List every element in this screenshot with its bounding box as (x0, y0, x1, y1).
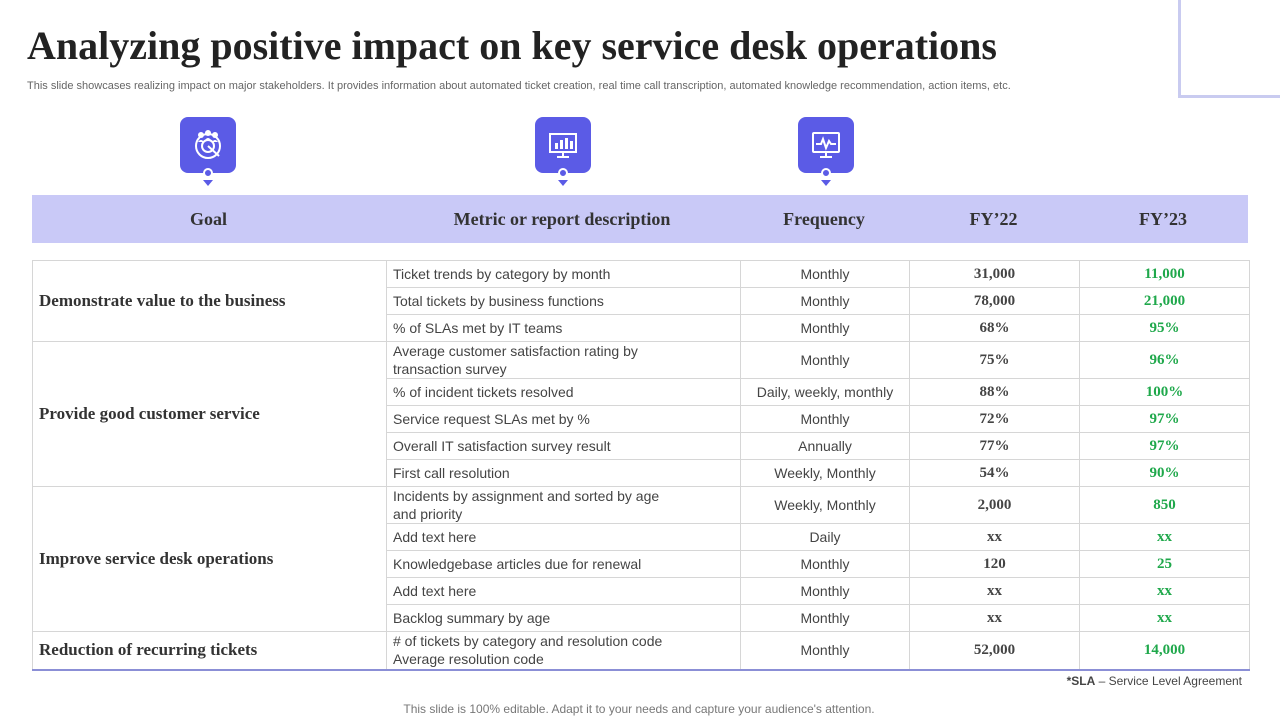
fy22-cell: xx (909, 577, 1080, 605)
metric-cell: First call resolution (386, 459, 741, 487)
table-row: % of incident tickets resolved Daily, we… (33, 378, 1250, 406)
metric-cell: % of incident tickets resolved (386, 378, 741, 406)
goal-column-marker (180, 117, 236, 187)
metric-cell: Backlog summary by age (386, 604, 741, 632)
metric-cell: Ticket trends by category by month (386, 260, 741, 288)
frequency-cell: Weekly, Monthly (740, 459, 910, 487)
footnote-abbr: *SLA (1066, 674, 1096, 688)
monitor-analytics-icon (798, 117, 854, 173)
fy22-cell: 52,000 (909, 631, 1080, 670)
header-frequency: Frequency (783, 209, 865, 229)
team-target-icon (180, 117, 236, 173)
frequency-cell: Monthly (740, 341, 910, 379)
sla-footnote: *SLA – Service Level Agreement (1067, 674, 1242, 688)
frequency-column-marker (798, 117, 854, 187)
fy23-cell: 97% (1079, 405, 1250, 433)
metric-text: Incidents by assignment and sorted by ag… (393, 488, 660, 522)
frequency-cell: Monthly (740, 314, 910, 342)
metric-cell: Knowledgebase articles due for renewal (386, 550, 741, 578)
metric-cell: Service request SLAs met by % (386, 405, 741, 433)
table-row: % of SLAs met by IT teams Monthly 68% 95… (33, 314, 1250, 342)
fy22-cell: 75% (909, 341, 1080, 379)
fy23-cell: 850 (1079, 486, 1250, 524)
metric-cell: Average customer satisfaction rating by … (386, 341, 741, 379)
footnote-definition: – Service Level Agreement (1095, 674, 1242, 688)
fy22-cell: 120 (909, 550, 1080, 578)
goal-cell: Provide good customer service (32, 341, 387, 487)
header-fy23: FY’23 (1139, 209, 1187, 229)
table-row: Service request SLAs met by % Monthly 72… (33, 405, 1250, 433)
frequency-cell: Daily (740, 523, 910, 551)
metric-cell: Incidents by assignment and sorted by ag… (386, 486, 741, 524)
frequency-cell: Monthly (740, 631, 910, 670)
fy23-cell: 14,000 (1079, 631, 1250, 670)
table-row: Demonstrate value to the business Ticket… (32, 260, 1250, 342)
slide-footer: This slide is 100% editable. Adapt it to… (403, 702, 875, 716)
fy23-cell: 96% (1079, 341, 1250, 379)
metric-text: Average customer satisfaction rating by … (393, 343, 638, 377)
fy22-cell: 72% (909, 405, 1080, 433)
metric-cell: Overall IT satisfaction survey result (386, 432, 741, 460)
frequency-cell: Monthly (740, 577, 910, 605)
frequency-cell: Monthly (740, 405, 910, 433)
frequency-cell: Daily, weekly, monthly (740, 378, 910, 406)
fy22-cell: 78,000 (909, 287, 1080, 315)
header-fy22: FY’22 (969, 209, 1018, 229)
fy23-cell: 25 (1079, 550, 1250, 578)
fy23-cell: xx (1079, 604, 1250, 632)
page-subtitle: This slide showcases realizing impact on… (27, 80, 1011, 92)
fy22-cell: 54% (909, 459, 1080, 487)
page-title: Analyzing positive impact on key service… (27, 23, 997, 68)
fy23-cell: 21,000 (1079, 287, 1250, 315)
table-row: Add text here Daily xx xx (33, 523, 1250, 551)
table-row: Add text here Monthly xx xx (33, 577, 1250, 605)
fy22-cell: 31,000 (909, 260, 1080, 288)
fy22-cell: xx (909, 523, 1080, 551)
header-metric: Metric or report description (453, 209, 671, 229)
table-row: Provide good customer service Average cu… (32, 341, 1250, 487)
fy22-cell: 68% (909, 314, 1080, 342)
metric-cell: Total tickets by business functions (386, 287, 741, 315)
header-goal: Goal (189, 209, 227, 229)
table-row: Improve service desk operations Incident… (32, 486, 1250, 632)
fy23-cell: 95% (1079, 314, 1250, 342)
frequency-cell: Annually (740, 432, 910, 460)
metric-cell: Add text here (386, 577, 741, 605)
fy23-cell: 100% (1079, 378, 1250, 406)
metric-cell: Add text here (386, 523, 741, 551)
metric-cell: % of SLAs met by IT teams (386, 314, 741, 342)
fy22-cell: 88% (909, 378, 1080, 406)
fy23-cell: 11,000 (1079, 260, 1250, 288)
fy23-cell: 90% (1079, 459, 1250, 487)
table-header-band: Goal Metric or report description Freque… (32, 195, 1248, 243)
fy23-cell: 97% (1079, 432, 1250, 460)
table-row: Knowledgebase articles due for renewal M… (33, 550, 1250, 578)
frequency-cell: Monthly (740, 260, 910, 288)
metric-column-marker (535, 117, 591, 187)
fy22-cell: 77% (909, 432, 1080, 460)
frequency-cell: Monthly (740, 604, 910, 632)
metrics-table: Demonstrate value to the business Ticket… (32, 260, 1250, 671)
frequency-cell: Weekly, Monthly (740, 486, 910, 524)
fy23-cell: xx (1079, 577, 1250, 605)
corner-decoration (1178, 0, 1280, 98)
fy22-cell: xx (909, 604, 1080, 632)
fy22-cell: 2,000 (909, 486, 1080, 524)
metric-text: # of tickets by category and resolution … (393, 633, 663, 668)
goal-cell: Demonstrate value to the business (32, 260, 387, 342)
goal-cell: Improve service desk operations (32, 486, 387, 632)
fy23-cell: xx (1079, 523, 1250, 551)
table-row: Reduction of recurring tickets # of tick… (32, 631, 1250, 670)
presentation-chart-icon (535, 117, 591, 173)
goal-cell: Reduction of recurring tickets (32, 631, 387, 670)
metric-cell: # of tickets by category and resolution … (386, 631, 741, 670)
frequency-cell: Monthly (740, 287, 910, 315)
table-row: First call resolution Weekly, Monthly 54… (33, 459, 1250, 487)
frequency-cell: Monthly (740, 550, 910, 578)
